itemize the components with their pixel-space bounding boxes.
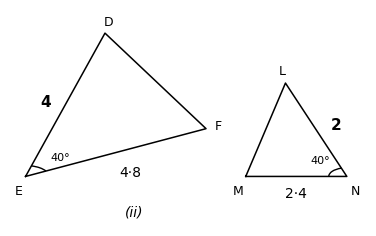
Text: 40°: 40° xyxy=(51,153,70,163)
Text: 4·8: 4·8 xyxy=(119,166,141,180)
Text: L: L xyxy=(278,65,285,78)
Text: 40°: 40° xyxy=(310,156,329,166)
Text: N: N xyxy=(351,185,361,198)
Text: 4: 4 xyxy=(40,95,51,110)
Text: 2·4: 2·4 xyxy=(285,187,307,201)
Text: 2: 2 xyxy=(331,118,341,133)
Text: D: D xyxy=(104,16,114,29)
Text: M: M xyxy=(233,185,244,198)
Text: F: F xyxy=(215,120,222,133)
Text: E: E xyxy=(14,185,22,198)
Text: (ii): (ii) xyxy=(124,206,143,220)
